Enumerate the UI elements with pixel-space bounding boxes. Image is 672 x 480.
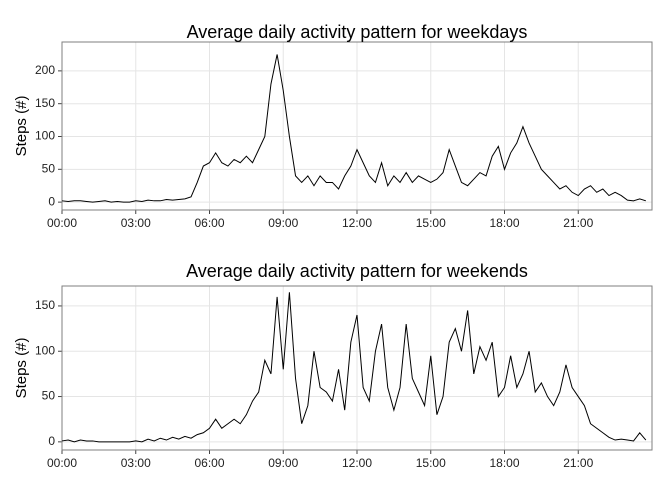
data-line — [61, 292, 647, 443]
y-tick-label: 200 — [35, 63, 55, 77]
x-tick-label: 21:00 — [563, 456, 593, 470]
y-tick-label: 100 — [35, 343, 55, 357]
x-tick-label: 18:00 — [489, 456, 519, 470]
y-tick-label: 0 — [48, 434, 55, 448]
x-tick-label: 03:00 — [121, 216, 151, 230]
x-tick-label: 06:00 — [194, 216, 224, 230]
x-tick-label: 21:00 — [563, 216, 593, 230]
y-tick-label: 100 — [35, 129, 55, 143]
y-axis-label: Steps (#) — [13, 96, 30, 157]
panel-border — [61, 285, 653, 451]
x-tick-label: 06:00 — [194, 456, 224, 470]
y-tick-label: 150 — [35, 96, 55, 110]
y-tick-label: 150 — [35, 298, 55, 312]
y-tick-label: 50 — [42, 389, 56, 403]
y-tick-label: 0 — [48, 194, 55, 208]
x-tick-label: 09:00 — [268, 456, 298, 470]
x-tick-label: 12:00 — [342, 456, 372, 470]
y-axis-label: Steps (#) — [13, 338, 30, 399]
panel-border — [61, 41, 653, 211]
x-tick-label: 00:00 — [47, 456, 77, 470]
data-line — [61, 54, 647, 203]
x-tick-label: 15:00 — [416, 216, 446, 230]
x-tick-label: 15:00 — [416, 456, 446, 470]
x-tick-label: 18:00 — [489, 216, 519, 230]
x-tick-label: 00:00 — [47, 216, 77, 230]
x-tick-label: 03:00 — [121, 456, 151, 470]
chart-title: Average daily activity pattern for weekd… — [187, 22, 528, 42]
chart-title: Average daily activity pattern for weeke… — [186, 261, 528, 281]
x-tick-label: 12:00 — [342, 216, 372, 230]
x-tick-label: 09:00 — [268, 216, 298, 230]
y-tick-label: 50 — [42, 161, 56, 175]
